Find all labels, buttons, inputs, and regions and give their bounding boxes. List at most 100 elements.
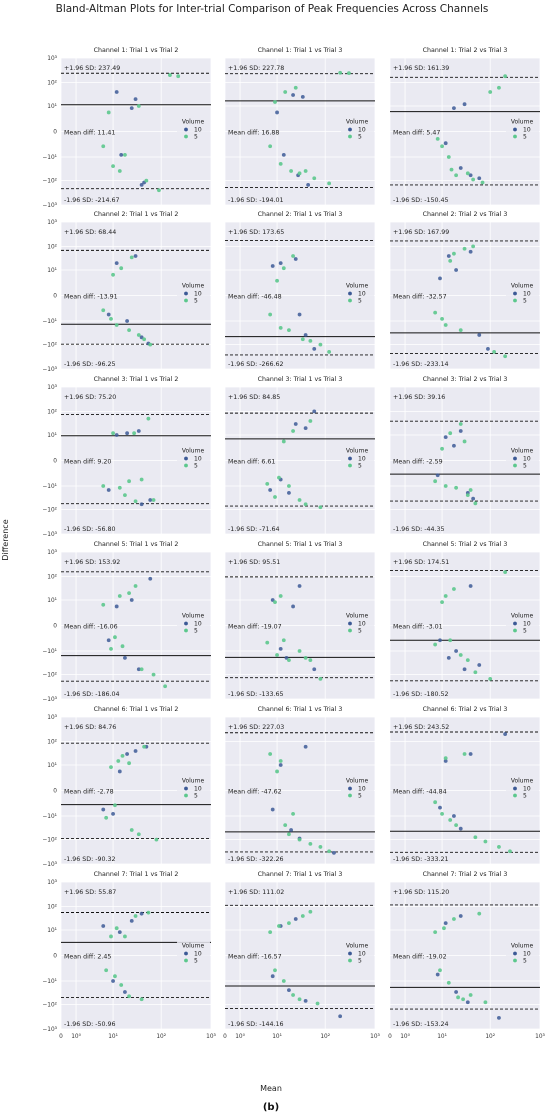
- y-tick-label: −10³: [42, 696, 57, 703]
- data-point-volume-5: [315, 1001, 320, 1006]
- legend-title: Volume: [346, 283, 369, 290]
- panel-title: Channel 6: Trial 2 vs Trial 3: [423, 706, 508, 713]
- y-tick-label: 10²: [47, 243, 57, 250]
- data-point-volume-10: [465, 1000, 470, 1005]
- data-point-volume-10: [123, 990, 127, 994]
- legend-marker: [513, 628, 517, 633]
- upper-limit-label: +1.96 SD: 111.02: [228, 889, 284, 896]
- data-point-volume-5: [139, 477, 144, 482]
- legend-marker: [513, 463, 517, 468]
- data-point-volume-10: [270, 264, 275, 268]
- panel-title: Channel 3: Trial 1 vs Trial 3: [258, 376, 343, 383]
- data-point-volume-5: [456, 995, 460, 1000]
- lower-limit-label: -1.96 SD: -50.96: [64, 1021, 116, 1028]
- data-point-volume-5: [139, 667, 144, 672]
- legend-entry: 5: [523, 793, 527, 800]
- panel-title: Channel 6: Trial 1 vs Trial 2: [94, 706, 179, 713]
- data-point-volume-5: [142, 337, 147, 342]
- data-point-volume-10: [287, 490, 291, 495]
- mean-diff-label: Mean diff: -13.91: [64, 294, 118, 301]
- data-point-volume-5: [127, 479, 131, 484]
- data-point-volume-5: [461, 997, 466, 1002]
- legend-entry: 5: [194, 958, 198, 965]
- x-tick-label: 10¹: [272, 1033, 282, 1040]
- data-point-volume-5: [458, 422, 463, 426]
- mean-diff-label: Mean diff: 6.61: [228, 459, 275, 466]
- legend-title: Volume: [182, 778, 205, 785]
- data-point-volume-5: [454, 485, 459, 490]
- data-point-volume-5: [273, 100, 277, 104]
- panel: Channel 7: Trial 1 vs Trial 3 +1.96 SD: 1…: [223, 871, 380, 1040]
- data-point-volume-5: [111, 164, 115, 169]
- x-tick-label: 10²: [320, 1033, 330, 1040]
- data-point-volume-10: [114, 604, 119, 609]
- y-tick-label: −10²: [42, 507, 57, 514]
- data-point-volume-5: [106, 110, 111, 115]
- data-point-volume-5: [142, 744, 147, 749]
- data-point-volume-5: [283, 90, 288, 94]
- y-tick-label: 0: [53, 624, 57, 630]
- data-point-volume-5: [116, 759, 121, 763]
- data-point-volume-10: [291, 604, 295, 609]
- data-point-volume-5: [327, 350, 332, 354]
- panel: Channel 3: Trial 1 vs Trial 2 +1.96 SD: 7…: [42, 376, 212, 538]
- data-point-volume-5: [440, 144, 444, 149]
- panel: Channel 1: Trial 2 vs Trial 3 +1.96 SD: 1…: [389, 47, 541, 206]
- legend-marker: [348, 463, 352, 468]
- lower-limit-label: -1.96 SD: -90.32: [64, 856, 116, 863]
- y-tick-label: 10¹: [47, 762, 57, 769]
- data-point-volume-10: [303, 744, 308, 749]
- mean-diff-label: Mean diff: -32.57: [393, 294, 447, 301]
- data-point-volume-5: [308, 338, 313, 343]
- legend-marker: [184, 298, 188, 303]
- mean-diff-label: Mean diff: -16.57: [228, 954, 282, 961]
- data-point-volume-10: [278, 646, 283, 651]
- panel-title: Channel 3: Trial 1 vs Trial 2: [94, 376, 179, 383]
- data-point-volume-10: [106, 488, 111, 492]
- y-tick-label: 10³: [47, 714, 57, 721]
- x-axis-label: Mean: [260, 1084, 282, 1093]
- data-point-volume-10: [332, 850, 336, 855]
- data-point-volume-10: [114, 261, 119, 266]
- data-point-volume-10: [148, 498, 153, 502]
- legend-marker: [184, 951, 188, 956]
- data-point-volume-5: [127, 761, 131, 766]
- x-tick-label: 0: [59, 1034, 63, 1040]
- data-point-volume-5: [139, 997, 144, 1002]
- legend-entry: 10: [358, 456, 366, 463]
- data-point-volume-10: [312, 667, 317, 672]
- data-point-volume-5: [503, 570, 508, 575]
- legend-title: Volume: [346, 778, 369, 785]
- data-point-volume-5: [117, 594, 122, 598]
- panel-title: Channel 7: Trial 1 vs Trial 3: [258, 871, 343, 878]
- legend-entry: 5: [194, 628, 198, 635]
- data-point-volume-5: [454, 173, 459, 178]
- y-tick-label: 0: [53, 789, 57, 795]
- data-point-volume-5: [111, 431, 115, 436]
- data-point-volume-10: [148, 576, 153, 581]
- data-point-volume-10: [139, 502, 144, 507]
- y-tick-label: 0: [53, 459, 57, 465]
- data-point-volume-5: [443, 594, 448, 598]
- x-tick-label: 10³: [535, 1033, 545, 1040]
- data-point-volume-10: [275, 110, 279, 115]
- data-point-volume-5: [273, 968, 277, 973]
- legend-title: Volume: [182, 613, 205, 620]
- data-point-volume-5: [104, 815, 109, 820]
- legend-entry: 5: [523, 628, 527, 635]
- data-point-volume-5: [123, 934, 127, 939]
- data-point-volume-10: [139, 911, 144, 916]
- data-point-volume-5: [462, 246, 467, 251]
- data-point-volume-5: [273, 495, 277, 499]
- data-point-volume-5: [433, 800, 438, 805]
- legend-entry: 10: [358, 951, 366, 958]
- x-tick-label: 10²: [156, 1033, 166, 1040]
- data-point-volume-5: [119, 266, 124, 271]
- data-point-volume-5: [300, 914, 305, 918]
- legend-entry: 10: [523, 621, 531, 628]
- data-point-volume-5: [443, 756, 448, 761]
- data-point-volume-5: [129, 255, 134, 260]
- data-point-volume-5: [440, 600, 444, 605]
- mean-diff-label: Mean diff: -46.48: [228, 294, 282, 301]
- lower-limit-label: -1.96 SD: -333.21: [393, 856, 449, 863]
